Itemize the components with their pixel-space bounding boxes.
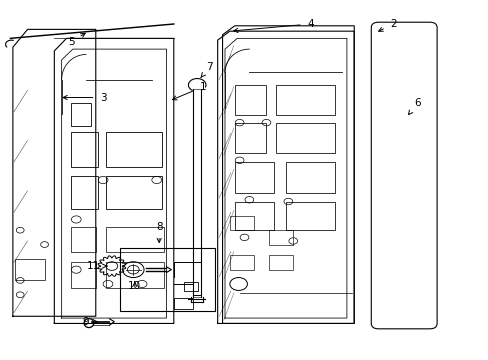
Bar	[285, 162, 334, 193]
Text: 9: 9	[82, 317, 97, 327]
Text: 2: 2	[378, 19, 396, 31]
Text: 5: 5	[68, 33, 85, 47]
Bar	[229, 255, 254, 270]
Text: 6: 6	[407, 98, 420, 114]
Bar	[285, 202, 334, 230]
Bar	[234, 162, 273, 193]
Bar	[71, 103, 91, 126]
Bar	[105, 132, 161, 167]
Text: 4: 4	[233, 19, 313, 32]
Text: 10: 10	[128, 281, 141, 291]
Bar	[105, 262, 163, 288]
Bar	[71, 176, 98, 209]
Bar	[173, 298, 193, 309]
Bar	[234, 123, 266, 153]
Bar	[120, 248, 215, 311]
Text: 11: 11	[86, 261, 107, 271]
Bar	[276, 123, 334, 153]
Bar	[234, 202, 273, 230]
Text: 7: 7	[200, 62, 212, 78]
Bar	[229, 216, 254, 230]
Bar	[71, 132, 98, 167]
Bar	[105, 176, 161, 209]
Text: 1: 1	[172, 82, 206, 100]
Bar	[268, 255, 293, 270]
Bar	[276, 85, 334, 116]
Bar	[71, 262, 96, 288]
Bar	[71, 226, 96, 252]
Bar	[268, 230, 293, 244]
Bar	[15, 259, 44, 280]
Bar	[105, 226, 163, 252]
Text: 8: 8	[156, 222, 162, 243]
Text: 3: 3	[63, 93, 106, 103]
Bar	[183, 282, 198, 291]
Bar	[234, 85, 266, 116]
